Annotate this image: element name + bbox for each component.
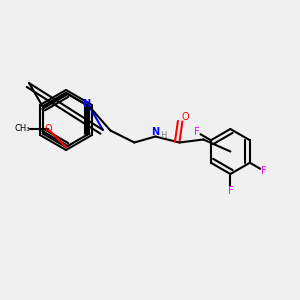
Text: O: O [182,112,189,122]
Text: N: N [82,98,90,109]
Text: F: F [261,166,267,176]
Text: H: H [160,130,166,140]
Text: F: F [194,127,200,137]
Text: CH₃: CH₃ [15,124,30,134]
Text: N: N [151,127,159,137]
Text: F: F [228,185,233,196]
Text: O: O [44,124,52,134]
